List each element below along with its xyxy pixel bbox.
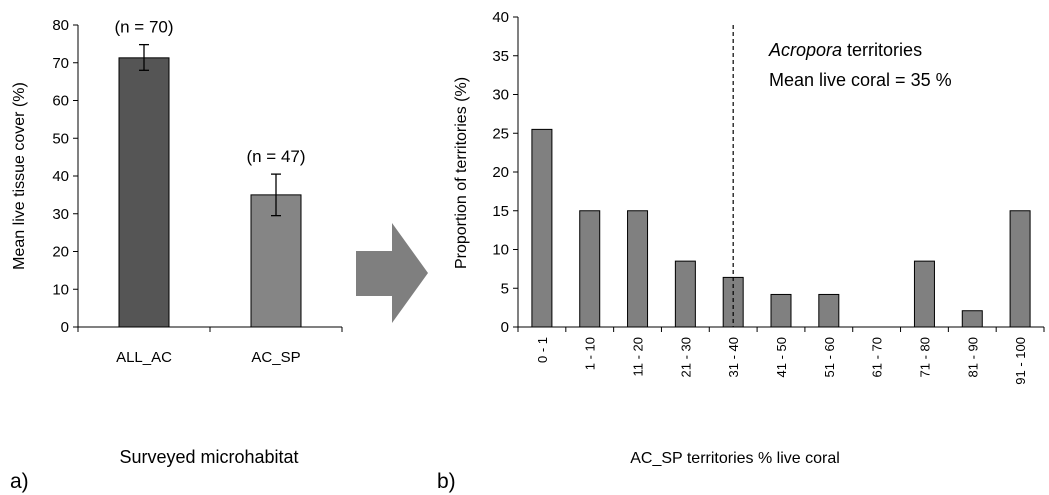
chart-a-y-tick-label: 20 [52,244,69,261]
arrow-shape [356,223,428,323]
chart-a-y-tick-label: 0 [61,319,69,336]
chart-b: 0 5 10 15 20 25 30 35 40 0 - 1 1 - 10 11 - 20 21 - 3… [492,9,1044,385]
chart-b-y-tick-label: 20 [492,164,509,181]
chart-b-ylabel: Proportion of territories (%) [453,77,470,269]
chart-b-y-tick-label: 0 [501,319,509,336]
chart-b-y-tick-label: 5 [501,280,509,297]
chart-b-y-tick-label: 25 [492,125,509,142]
chart-a-y-tick-label: 80 [52,17,69,34]
chart-b-x-tick-label: 1 - 10 [583,337,598,370]
chart-a-y-tick-label: 40 [52,168,69,185]
chart-b-bar [914,261,934,327]
chart-b-bar [532,129,552,327]
chart-b-bar [1010,211,1030,327]
chart-a-annotation: (n = 47) [246,147,305,166]
chart-a-annotation: (n = 70) [114,18,173,37]
chart-b-bar [819,294,839,327]
chart-b-x-tick-label: 0 - 1 [535,337,550,363]
chart-a-y-tick-label: 60 [52,93,69,110]
chart-b-annotation-line1: Acropora territories [768,40,922,60]
chart-b-x-tick-label: 31 - 40 [726,337,741,377]
chart-b-x-tick-label: 11 - 20 [631,337,646,377]
chart-b-x-tick-label: 61 - 70 [870,337,885,377]
chart-a-xlabel: Surveyed microhabitat [119,447,298,467]
chart-b-y-tick-label: 40 [492,9,509,26]
chart-b-bar [580,211,600,327]
chart-b-bar [962,311,982,327]
chart-b-y-tick-label: 30 [492,87,509,104]
chart-b-y-tick-label: 35 [492,48,509,65]
chart-b-x-tick-label: 71 - 80 [917,337,932,377]
chart-a-y-tick-label: 50 [52,130,69,147]
chart-a-y-tick-label: 70 [52,55,69,72]
chart-a-bar [119,58,169,327]
chart-a-x-tick-label: ALL_AC [116,349,172,366]
chart-a: 0 10 20 30 40 50 60 70 80 (n = 70) ALL_AC (n = 47) A… [52,17,342,366]
chart-b-x-tick-label: 51 - 60 [822,337,837,377]
chart-a-y-tick-label: 30 [52,206,69,223]
chart-a-y-tick-label: 10 [52,281,69,298]
panel-b-label: b) [437,470,456,493]
chart-b-y-tick-label: 10 [492,242,509,259]
chart-a-ylabel: Mean live tissue cover (%) [11,82,28,270]
chart-b-annotation-italic: Acropora [768,40,842,60]
chart-b-y-tick-label: 15 [492,203,509,220]
chart-b-bar [771,294,791,327]
chart-b-xlabel: AC_SP territories % live coral [630,450,840,467]
chart-b-x-tick-label: 41 - 50 [774,337,789,377]
panel-a-label: a) [10,470,29,493]
chart-b-annotation-line2: Mean live coral = 35 % [769,70,952,90]
chart-b-x-tick-label: 91 - 100 [1013,337,1028,385]
chart-b-bar [628,211,648,327]
chart-b-x-tick-label: 21 - 30 [678,337,693,377]
chart-b-bar [675,261,695,327]
chart-b-x-tick-label: 81 - 90 [965,337,980,377]
chart-a-x-tick-label: AC_SP [251,349,300,366]
chart-b-annotation-rest: territories [842,40,922,60]
